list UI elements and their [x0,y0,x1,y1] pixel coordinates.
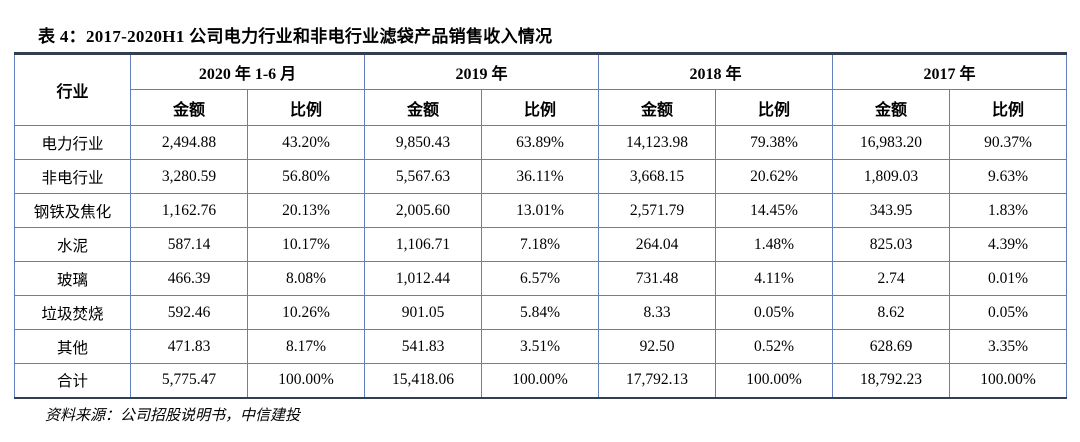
col-header-ratio: 比例 [715,89,834,126]
ratio-cell: 8.08% [247,261,365,296]
industry-cell: 其他 [14,329,131,364]
col-header-2017: 2017 年 [832,53,1068,90]
industry-cell: 电力行业 [14,125,131,160]
col-header-ratio: 比例 [949,89,1068,126]
ratio-cell: 100.00% [247,363,365,398]
table-row-total: 合计 5,775.47 100.00% 15,418.06 100.00% 17… [14,363,1068,398]
amount-cell: 9,850.43 [364,125,482,160]
amount-cell: 587.14 [130,227,248,262]
col-header-amount: 金额 [598,89,717,126]
amount-cell: 8.33 [598,295,717,330]
ratio-cell: 10.26% [247,295,365,330]
ratio-cell: 6.57% [480,261,600,296]
industry-cell: 合计 [14,363,131,398]
col-header-ratio: 比例 [480,89,600,126]
table-row: 玻璃 466.39 8.08% 1,012.44 6.57% 731.48 4.… [14,261,1068,296]
amount-cell: 15,418.06 [364,363,482,398]
ratio-cell: 36.11% [480,159,600,194]
amount-cell: 1,162.76 [130,193,248,228]
amount-cell: 1,809.03 [832,159,951,194]
amount-cell: 901.05 [364,295,482,330]
col-header-amount: 金额 [832,89,951,126]
table-row: 电力行业 2,494.88 43.20% 9,850.43 63.89% 14,… [14,125,1068,160]
ratio-cell: 4.11% [715,261,834,296]
ratio-cell: 43.20% [247,125,365,160]
amount-cell: 731.48 [598,261,717,296]
ratio-cell: 20.62% [715,159,834,194]
ratio-cell: 3.51% [480,329,600,364]
ratio-cell: 13.01% [480,193,600,228]
amount-cell: 3,668.15 [598,159,717,194]
col-header-ratio: 比例 [247,89,365,126]
amount-cell: 1,012.44 [364,261,482,296]
col-header-2019: 2019 年 [363,53,600,90]
industry-cell: 垃圾焚烧 [14,295,131,330]
table-row: 水泥 587.14 10.17% 1,106.71 7.18% 264.04 1… [14,227,1068,262]
ratio-cell: 56.80% [247,159,365,194]
ratio-cell: 5.84% [480,295,600,330]
ratio-cell: 10.17% [247,227,365,262]
ratio-cell: 1.83% [949,193,1068,228]
amount-cell: 5,775.47 [130,363,248,398]
ratio-cell: 0.52% [715,329,834,364]
sales-revenue-table: 行业 2020 年 1-6 月 2019 年 2018 年 2017 年 金额 … [14,52,1068,399]
ratio-cell: 14.45% [715,193,834,228]
amount-cell: 1,106.71 [364,227,482,262]
table-row: 其他 471.83 8.17% 541.83 3.51% 92.50 0.52%… [14,329,1068,364]
amount-cell: 17,792.13 [598,363,717,398]
amount-cell: 471.83 [130,329,248,364]
ratio-cell: 0.01% [949,261,1068,296]
amount-cell: 2,005.60 [364,193,482,228]
header-row-metrics: 金额 比例 金额 比例 金额 比例 金额 比例 [15,89,1068,126]
col-header-amount: 金额 [130,89,248,126]
ratio-cell: 100.00% [949,363,1068,398]
amount-cell: 343.95 [832,193,951,228]
ratio-cell: 8.17% [247,329,365,364]
header-row-periods: 行业 2020 年 1-6 月 2019 年 2018 年 2017 年 [14,53,1068,126]
amount-cell: 592.46 [130,295,248,330]
col-header-industry: 行业 [14,53,131,126]
amount-cell: 92.50 [598,329,717,364]
amount-cell: 14,123.98 [598,125,717,160]
industry-cell: 玻璃 [14,261,131,296]
amount-cell: 541.83 [364,329,482,364]
source-note: 资料来源：公司招股说明书，中信建投 [45,408,301,424]
ratio-cell: 0.05% [949,295,1068,330]
table-row: 钢铁及焦化 1,162.76 20.13% 2,005.60 13.01% 2,… [14,193,1068,228]
industry-cell: 非电行业 [14,159,131,194]
ratio-cell: 4.39% [949,227,1068,262]
amount-cell: 3,280.59 [130,159,248,194]
ratio-cell: 90.37% [949,125,1068,160]
col-header-2018: 2018 年 [598,53,834,90]
amount-cell: 18,792.23 [832,363,951,398]
ratio-cell: 3.35% [949,329,1068,364]
ratio-cell: 100.00% [715,363,834,398]
amount-cell: 5,567.63 [364,159,482,194]
amount-cell: 2,494.88 [130,125,248,160]
amount-cell: 2,571.79 [598,193,717,228]
ratio-cell: 100.00% [480,363,600,398]
table-title: 表 4：2017-2020H1 公司电力行业和非电行业滤袋产品销售收入情况 [38,27,553,46]
amount-cell: 264.04 [598,227,717,262]
amount-cell: 825.03 [832,227,951,262]
col-header-amount: 金额 [364,89,482,126]
ratio-cell: 0.05% [715,295,834,330]
ratio-cell: 9.63% [949,159,1068,194]
ratio-cell: 7.18% [480,227,600,262]
industry-cell: 钢铁及焦化 [14,193,131,228]
amount-cell: 2.74 [832,261,951,296]
amount-cell: 628.69 [832,329,951,364]
industry-cell: 水泥 [14,227,131,262]
amount-cell: 16,983.20 [832,125,951,160]
amount-cell: 466.39 [130,261,248,296]
ratio-cell: 1.48% [715,227,834,262]
table-row: 非电行业 3,280.59 56.80% 5,567.63 36.11% 3,6… [14,159,1068,194]
ratio-cell: 63.89% [480,125,600,160]
ratio-cell: 20.13% [247,193,365,228]
col-header-2020h1: 2020 年 1-6 月 [130,53,365,90]
amount-cell: 8.62 [832,295,951,330]
table-row: 垃圾焚烧 592.46 10.26% 901.05 5.84% 8.33 0.0… [14,295,1068,330]
ratio-cell: 79.38% [715,125,834,160]
